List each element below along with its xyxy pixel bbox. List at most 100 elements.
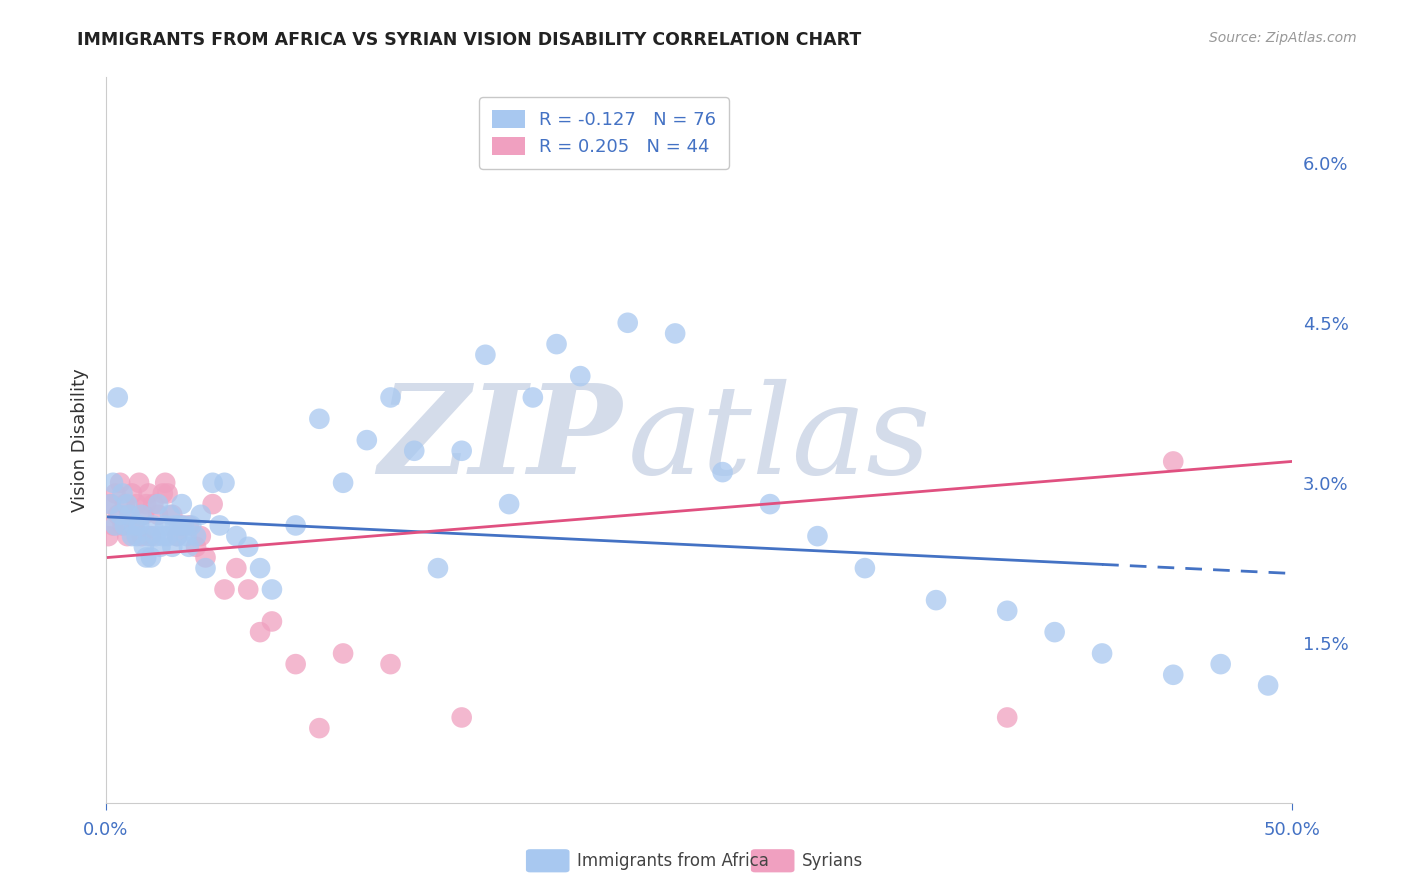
Point bbox=[100, 497, 122, 511]
Point bbox=[131, 529, 153, 543]
Point bbox=[139, 550, 162, 565]
Point bbox=[1305, 647, 1327, 661]
Point bbox=[118, 508, 141, 522]
Point bbox=[114, 518, 136, 533]
Point bbox=[124, 518, 146, 533]
Point bbox=[225, 561, 247, 575]
Point bbox=[1257, 678, 1279, 692]
Point bbox=[1091, 647, 1114, 661]
Point bbox=[177, 518, 200, 533]
Point bbox=[132, 540, 155, 554]
Point bbox=[156, 529, 179, 543]
Point bbox=[111, 518, 134, 533]
Point bbox=[111, 486, 134, 500]
Point bbox=[142, 497, 165, 511]
Point bbox=[1209, 657, 1232, 672]
Point bbox=[806, 529, 828, 543]
Point bbox=[107, 508, 129, 522]
Point bbox=[546, 337, 568, 351]
Point bbox=[176, 529, 198, 543]
Point bbox=[162, 508, 184, 522]
Y-axis label: Vision Disability: Vision Disability bbox=[72, 368, 89, 512]
Point bbox=[145, 529, 167, 543]
Point bbox=[201, 497, 224, 511]
Point bbox=[190, 508, 212, 522]
Point bbox=[166, 529, 188, 543]
Point bbox=[308, 721, 330, 735]
Point bbox=[356, 433, 378, 447]
Point bbox=[1375, 667, 1398, 681]
Point bbox=[166, 529, 188, 543]
Point bbox=[117, 529, 139, 543]
Point bbox=[118, 508, 141, 522]
Point bbox=[249, 625, 271, 640]
Point bbox=[284, 657, 307, 672]
Point bbox=[260, 582, 283, 597]
Point bbox=[101, 518, 124, 533]
Text: IMMIGRANTS FROM AFRICA VS SYRIAN VISION DISABILITY CORRELATION CHART: IMMIGRANTS FROM AFRICA VS SYRIAN VISION … bbox=[77, 31, 862, 49]
Text: Syrians: Syrians bbox=[801, 852, 863, 870]
Point bbox=[498, 497, 520, 511]
Point bbox=[121, 529, 143, 543]
Point bbox=[711, 465, 734, 479]
Point bbox=[190, 529, 212, 543]
Point bbox=[184, 529, 207, 543]
Point bbox=[450, 710, 472, 724]
Point bbox=[380, 657, 402, 672]
Point bbox=[201, 475, 224, 490]
Point bbox=[138, 529, 160, 543]
Legend: R = -0.127   N = 76, R = 0.205   N = 44: R = -0.127 N = 76, R = 0.205 N = 44 bbox=[479, 97, 728, 169]
Point bbox=[249, 561, 271, 575]
Point bbox=[308, 411, 330, 425]
Point bbox=[135, 497, 157, 511]
Point bbox=[759, 497, 782, 511]
Point bbox=[146, 497, 169, 511]
Point bbox=[995, 604, 1018, 618]
Point bbox=[238, 582, 260, 597]
Point bbox=[184, 540, 207, 554]
Point bbox=[616, 316, 638, 330]
Point bbox=[163, 518, 186, 533]
Point bbox=[128, 475, 150, 490]
Point bbox=[1161, 667, 1184, 681]
Point bbox=[132, 508, 155, 522]
Point bbox=[104, 486, 127, 500]
Point bbox=[142, 518, 165, 533]
Point bbox=[153, 475, 176, 490]
Point bbox=[332, 647, 354, 661]
Point bbox=[238, 540, 260, 554]
Point bbox=[149, 540, 172, 554]
Point bbox=[159, 508, 181, 522]
Point bbox=[1161, 454, 1184, 468]
Point bbox=[180, 518, 202, 533]
Point bbox=[139, 529, 162, 543]
Point bbox=[97, 529, 120, 543]
Point bbox=[170, 518, 193, 533]
Text: Immigrants from Africa: Immigrants from Africa bbox=[576, 852, 769, 870]
Point bbox=[260, 615, 283, 629]
Point bbox=[177, 540, 200, 554]
Point bbox=[170, 497, 193, 511]
Point bbox=[522, 391, 544, 405]
Point bbox=[125, 529, 148, 543]
Point bbox=[208, 518, 231, 533]
Point bbox=[146, 508, 169, 522]
Point bbox=[131, 508, 153, 522]
Point bbox=[569, 369, 592, 384]
Text: ZIP: ZIP bbox=[378, 379, 621, 501]
Point bbox=[162, 540, 184, 554]
Point bbox=[153, 518, 176, 533]
Point bbox=[125, 497, 148, 511]
Point bbox=[664, 326, 686, 341]
Text: atlas: atlas bbox=[627, 379, 931, 501]
Point bbox=[114, 497, 136, 511]
Point bbox=[124, 518, 146, 533]
Point bbox=[474, 348, 496, 362]
Point bbox=[152, 529, 174, 543]
Point bbox=[100, 497, 122, 511]
Point bbox=[214, 582, 236, 597]
Point bbox=[225, 529, 247, 543]
Point bbox=[135, 550, 157, 565]
Point bbox=[853, 561, 876, 575]
Point bbox=[108, 475, 131, 490]
